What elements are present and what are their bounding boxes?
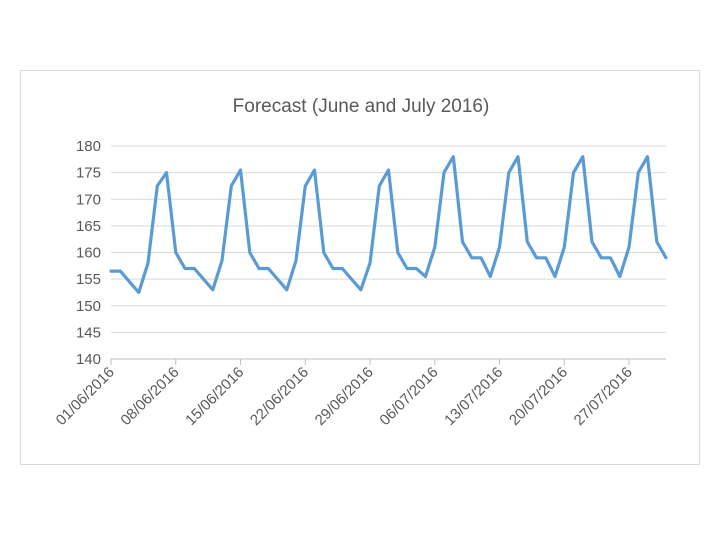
x-tick-label: 08/06/2016 (117, 364, 182, 429)
y-tick-label: 160 (76, 245, 101, 262)
x-tick-label: 01/06/2016 (53, 364, 118, 429)
series-line (109, 155, 668, 294)
y-tick-label: 165 (76, 218, 101, 235)
chart-frame: Forecast (June and July 2016) 140 145 150 1… (20, 70, 700, 465)
x-tick-label: 27/07/2016 (571, 364, 636, 429)
y-axis-ticks: 140 145 150 155 160 165 170 175 180 (76, 138, 101, 368)
y-tick-label: 155 (76, 271, 101, 288)
y-tick-label: 145 (76, 324, 101, 341)
y-tick-label: 180 (76, 138, 101, 155)
x-axis-ticks: 01/06/2016 08/06/2016 15/06/2016 22/06/2016… (53, 359, 636, 429)
y-tick-label: 150 (76, 298, 101, 315)
series-group (109, 155, 668, 294)
y-tick-label: 175 (76, 165, 101, 182)
x-tick-label: 20/07/2016 (506, 364, 571, 429)
y-tick-label: 170 (76, 191, 101, 208)
line-chart: Forecast (June and July 2016) 1401451501… (53, 96, 668, 429)
x-tick-label: 13/07/2016 (441, 364, 506, 429)
x-tick-label: 15/06/2016 (182, 364, 247, 429)
x-tick-label: 29/06/2016 (312, 364, 377, 429)
x-tick-label: 22/06/2016 (247, 364, 312, 429)
x-tick-label: 06/07/2016 (376, 364, 441, 429)
chart-title: Forecast (June and July 2016) (233, 96, 490, 117)
y-tick-label: 140 (76, 351, 101, 368)
